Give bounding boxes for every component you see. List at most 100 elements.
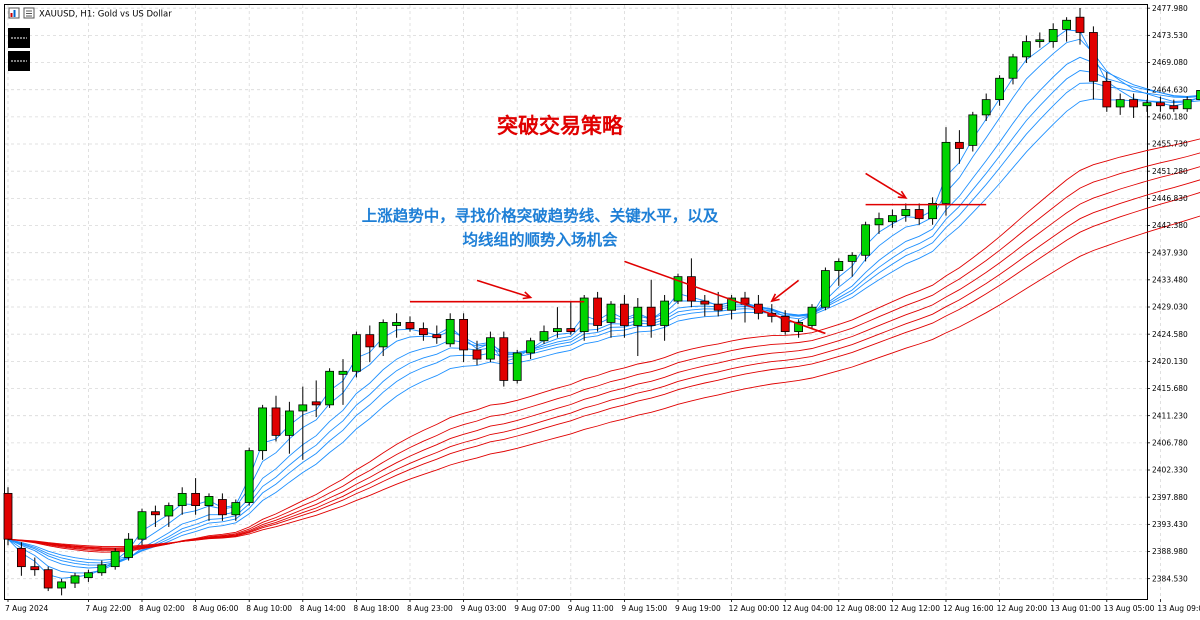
candle-body-bear	[432, 334, 442, 339]
candle	[834, 258, 844, 286]
breakout-arrow[interactable]	[770, 279, 800, 303]
candle	[284, 401, 294, 454]
candle	[620, 294, 629, 338]
candle	[445, 313, 455, 347]
candle-body-bear	[1169, 105, 1179, 110]
candle-body-bear	[713, 303, 723, 311]
candle-body-bull	[968, 114, 978, 146]
candle	[351, 331, 361, 378]
candle-body-bear	[955, 141, 964, 149]
candle-body-bull	[928, 203, 937, 220]
trend-line[interactable]	[624, 260, 826, 335]
y-tick-label: 2437.930	[1152, 248, 1188, 257]
candle-body-bull	[177, 492, 187, 506]
candle-body-bull	[579, 297, 589, 333]
x-tick-label: 9 Aug 07:00	[514, 604, 560, 613]
candle	[164, 502, 174, 527]
candle	[901, 203, 911, 222]
candle	[57, 578, 66, 596]
chart-title: XAUUSD, H1: Gold vs US Dollar	[39, 10, 172, 20]
candle-body-bull	[807, 306, 817, 326]
candle	[1008, 53, 1018, 85]
y-tick-label: 2433.480	[1152, 275, 1188, 284]
x-tick-label: 12 Aug 16:00	[943, 604, 994, 613]
candle	[579, 294, 589, 341]
candle	[687, 258, 696, 308]
candle-body-bull	[553, 328, 562, 333]
candle-body-bull	[57, 581, 66, 589]
candle-body-bull	[1008, 56, 1018, 79]
one-click-trading-panel[interactable]	[8, 28, 30, 71]
fast-ma-line-15	[7, 98, 1200, 561]
candle	[365, 325, 375, 363]
candle-body-bull	[941, 141, 951, 204]
candle	[70, 572, 80, 589]
bar-chart-icon	[8, 7, 20, 19]
candle-body-bear	[459, 318, 469, 351]
x-tick-label: 8 Aug 14:00	[300, 604, 346, 613]
y-tick-label: 2464.630	[1152, 85, 1188, 94]
candle-body-bear	[150, 511, 160, 516]
candle-body-bull	[606, 303, 616, 323]
candle	[780, 310, 790, 335]
candle-body-bull	[633, 306, 643, 326]
candle	[646, 279, 656, 338]
candle-body-bull	[981, 99, 991, 116]
candle	[955, 130, 964, 164]
x-tick-label: 9 Aug 11:00	[568, 604, 614, 613]
candle-body-bull	[888, 215, 897, 223]
candle	[566, 301, 576, 335]
candle	[231, 499, 241, 521]
candle	[673, 273, 683, 305]
y-tick-label: 2393.430	[1152, 520, 1188, 529]
candle	[1196, 90, 1200, 101]
candle-body-bull	[1048, 29, 1058, 43]
x-tick-label: 7 Aug 22:00	[85, 604, 131, 613]
breakout-arrow[interactable]	[865, 172, 908, 199]
candle-body-bull	[298, 404, 308, 412]
candle-body-bull	[244, 450, 254, 503]
y-tick-label: 2451.280	[1152, 167, 1188, 176]
candle	[298, 386, 308, 460]
candle	[1182, 96, 1192, 112]
candle-body-bear	[43, 569, 53, 589]
candle-body-bull	[325, 370, 335, 406]
candle	[1156, 96, 1165, 112]
candle	[311, 380, 321, 418]
candle	[888, 209, 897, 228]
candle	[97, 560, 107, 576]
moving-average-lines	[7, 29, 1200, 579]
candle-body-bull	[901, 209, 911, 217]
candle	[713, 291, 723, 317]
strategy-title: 突破交易策略	[497, 114, 624, 138]
candle-body-bull	[378, 322, 388, 348]
candle-body-bear	[499, 337, 509, 381]
breakout-arrow[interactable]	[476, 279, 533, 300]
candle	[405, 316, 415, 332]
candle-body-bull	[794, 322, 803, 333]
y-tick-label: 2397.880	[1152, 493, 1188, 502]
candle-body-bull	[1022, 41, 1031, 58]
y-tick-label: 2477.980	[1152, 4, 1188, 13]
candle-body-bear	[914, 209, 924, 220]
y-tick-label: 2469.080	[1152, 58, 1188, 67]
candle-body-bear	[472, 349, 482, 360]
candle-body-bull	[231, 502, 241, 516]
fast-ma-line-5	[7, 38, 1200, 574]
x-tick-label: 12 Aug 00:00	[729, 604, 780, 613]
candle	[794, 319, 803, 338]
candle-body-bull	[338, 370, 348, 375]
candle-body-bull	[204, 496, 214, 506]
candle-body-bull	[485, 337, 495, 360]
candle-body-bull	[821, 270, 830, 308]
candle-body-bear	[780, 315, 790, 333]
candle	[1115, 93, 1125, 115]
y-tick-label: 2384.530	[1152, 574, 1188, 583]
y-tick-label: 2420.130	[1152, 357, 1188, 366]
candle-body-bull	[284, 410, 294, 436]
candle-body-bull	[110, 550, 120, 568]
properties-icon[interactable]	[23, 7, 35, 19]
x-tick-label: 12 Aug 12:00	[889, 604, 940, 613]
